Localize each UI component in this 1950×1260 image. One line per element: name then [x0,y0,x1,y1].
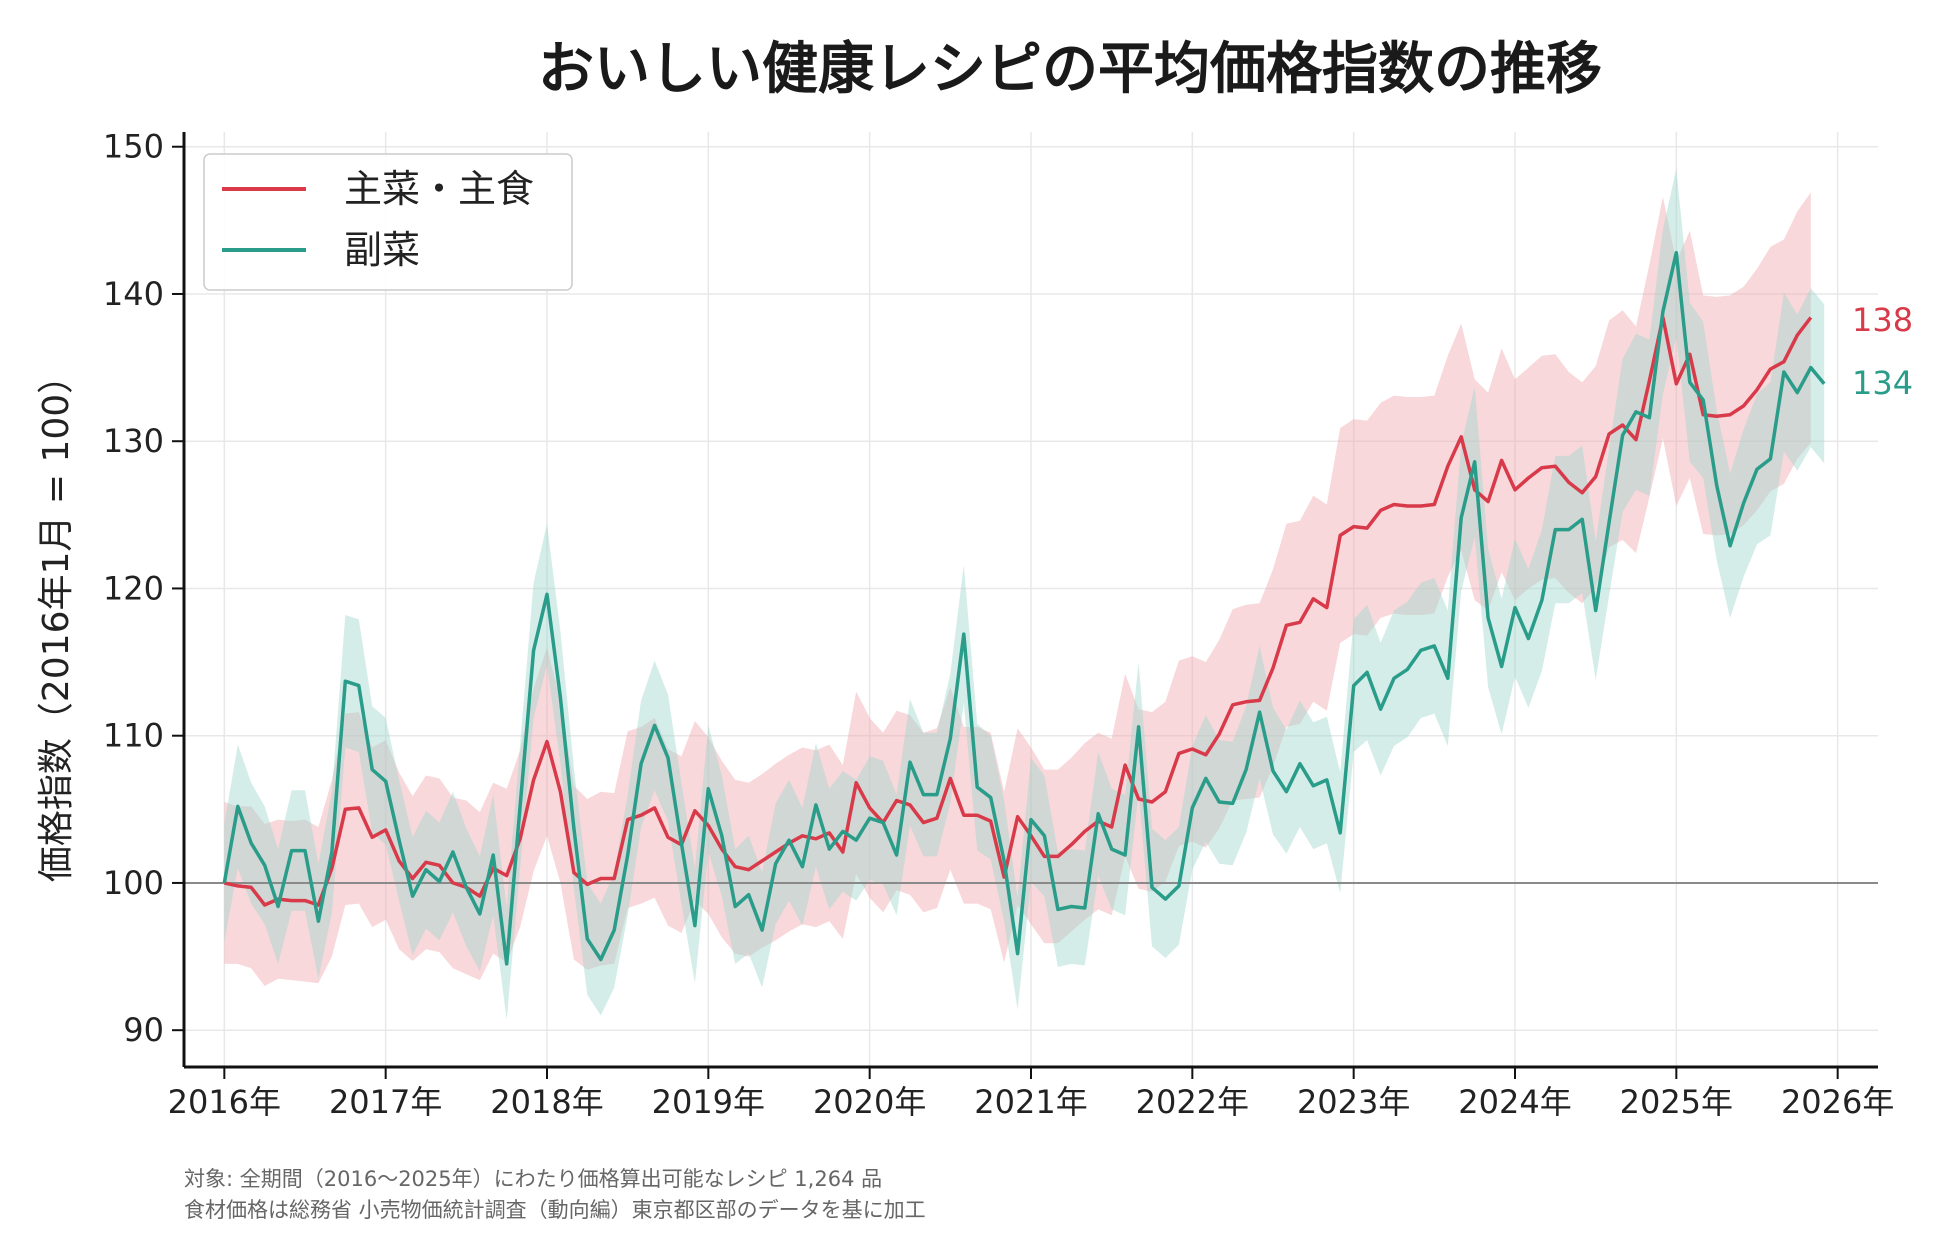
band-series-1 [224,168,1825,1020]
band-layer [224,168,1825,1020]
axis-layer: 90 100 110 120 130 140 150 2016年 2017年 2018年 2019年… [103,128,1894,1121]
y-tick-label: 90 [123,1011,164,1049]
x-tick-label: 2022年 [1136,1083,1249,1121]
end-label-main: 138 [1852,301,1913,339]
band-series-0 [224,192,1811,986]
footnote-line-2: 食材価格は総務省 小売物価統計調査（動向編）東京都区部のデータを基に加工 [184,1198,926,1222]
y-tick-label: 150 [103,128,164,166]
end-label-side: 134 [1852,364,1913,402]
line-layer [222,250,1826,966]
legend-label-side: 副菜 [344,228,420,272]
legend: 主菜・主食 副菜 [203,153,573,291]
x-tick-label: 2020年 [813,1083,926,1121]
x-tick-label: 2021年 [974,1083,1087,1121]
y-tick-label: 120 [103,569,164,607]
x-tick-label: 2024年 [1458,1083,1571,1121]
line-series-1 [222,250,1826,966]
grid-layer [184,132,1878,1067]
y-tick-label: 130 [103,422,164,460]
x-tick-label: 2018年 [490,1083,603,1121]
y-tick-label: 100 [103,864,164,902]
x-tick-label: 2016年 [168,1083,281,1121]
x-tick-label: 2019年 [652,1083,765,1121]
y-tick-label: 140 [103,275,164,313]
legend-label-main: 主菜・主食 [344,167,534,211]
x-tick-label: 2026年 [1781,1083,1894,1121]
x-tick-label: 2025年 [1620,1083,1733,1121]
chart-title: おいしい健康レシピの平均価格指数の推移 [538,37,1602,102]
y-tick-label: 110 [103,717,164,755]
x-tick-label: 2023年 [1297,1083,1410,1121]
y-axis-label: 価格指数（2016年1月 = 100） [36,358,77,882]
footnote-line-1: 対象: 全期間（2016〜2025年）にわたり価格算出可能なレシピ 1,264 … [184,1167,882,1191]
x-tick-label: 2017年 [329,1083,442,1121]
